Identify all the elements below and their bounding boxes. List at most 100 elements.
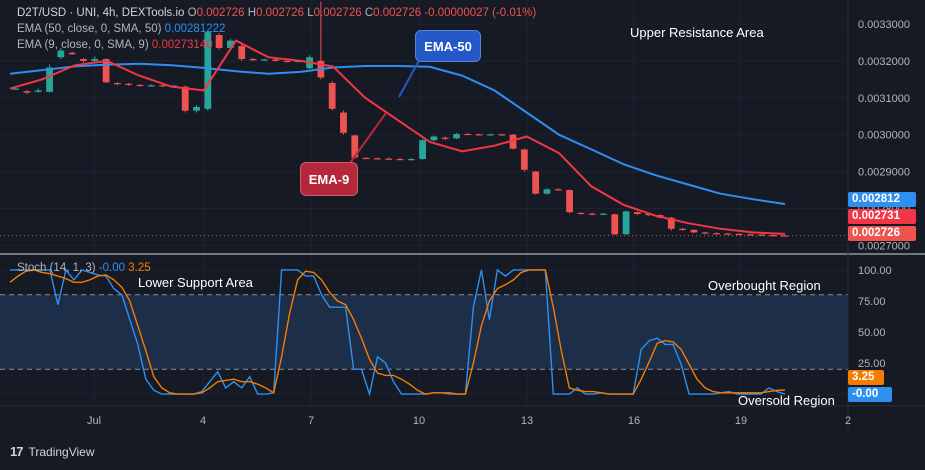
stoch-tick-label: 100.00 bbox=[858, 265, 892, 277]
time-tick-label: 13 bbox=[521, 415, 533, 427]
lower-support-label: Lower Support Area bbox=[138, 275, 253, 290]
price-tick-label: 0.0030000 bbox=[858, 130, 910, 142]
candle-body bbox=[724, 233, 732, 235]
stoch-axis[interactable]: 25.00 50.00 75.00 100.00 bbox=[858, 265, 892, 370]
candle bbox=[362, 157, 370, 160]
oversold-label: Oversold Region bbox=[738, 393, 835, 408]
ema9-value: 0.00273140 bbox=[151, 39, 213, 51]
candle bbox=[554, 188, 562, 191]
candle bbox=[430, 135, 438, 142]
candle-body bbox=[249, 59, 257, 61]
candle-body bbox=[12, 88, 20, 90]
price-tick-label: 0.0031000 bbox=[858, 93, 910, 105]
candle-body bbox=[328, 83, 336, 109]
candle-body bbox=[238, 46, 246, 60]
candle bbox=[690, 229, 698, 234]
price-tick-label: 0.0032000 bbox=[858, 56, 910, 68]
candle-body bbox=[362, 157, 370, 160]
candle bbox=[340, 110, 347, 135]
candle-body bbox=[566, 190, 573, 213]
ema9-label: EMA (9, close, 0, SMA, 9) bbox=[17, 39, 149, 51]
candle bbox=[125, 83, 133, 86]
price-tick-label: 0.0033000 bbox=[858, 19, 910, 31]
symbol-legend: D2T/USD · UNI, 4h, DEXTools.io O0.002726… bbox=[17, 6, 536, 21]
candle bbox=[385, 157, 393, 160]
open-value: 0.002726 bbox=[196, 7, 245, 19]
candle bbox=[487, 133, 494, 136]
callout-pointer-ema50 bbox=[398, 54, 423, 98]
candle-body bbox=[193, 106, 200, 111]
candle-body bbox=[690, 229, 698, 233]
candle bbox=[735, 233, 743, 236]
candle bbox=[475, 133, 483, 136]
stoch-legend[interactable]: Stoch (14, 1, 3) -0.00 3.25 bbox=[17, 261, 151, 276]
candle-body bbox=[260, 59, 268, 61]
candle-body bbox=[204, 32, 212, 109]
overbought-label: Overbought Region bbox=[708, 278, 821, 293]
candle-body bbox=[351, 135, 359, 158]
candle-body bbox=[68, 52, 76, 55]
candle bbox=[543, 188, 551, 195]
candle bbox=[136, 84, 144, 87]
candle-body bbox=[735, 233, 743, 236]
last-price-badge: 0.002726 bbox=[848, 226, 916, 241]
candle-body bbox=[147, 85, 155, 87]
close-label: C bbox=[364, 7, 374, 19]
candle-body bbox=[396, 159, 404, 161]
change-value: -0.00000027 (-0.01%) bbox=[424, 7, 537, 19]
symbol-line[interactable]: D2T/USD · UNI, 4h, DEXTools.io bbox=[17, 7, 185, 19]
candle bbox=[566, 189, 573, 214]
ema50-legend[interactable]: EMA (50, close, 0, SMA, 50) 0.00281222 bbox=[17, 22, 225, 37]
open-label: O bbox=[187, 7, 197, 19]
candle bbox=[396, 157, 404, 161]
candle-body bbox=[419, 140, 426, 160]
candle-body bbox=[679, 228, 686, 230]
candle-body bbox=[181, 86, 189, 111]
candle bbox=[227, 38, 234, 50]
ema50-line bbox=[9, 62, 786, 205]
candle-body bbox=[23, 91, 31, 93]
tradingview-watermark[interactable]: 17 TradingView bbox=[10, 444, 95, 459]
low-label: L bbox=[307, 7, 314, 19]
candle bbox=[80, 57, 87, 63]
candle bbox=[374, 157, 381, 160]
time-axis[interactable]: Jul 4 7 10 13 16 19 2 bbox=[87, 415, 851, 427]
candle-body bbox=[453, 133, 460, 139]
candle bbox=[588, 212, 596, 215]
stoch-d-value: 3.25 bbox=[128, 262, 151, 274]
candle bbox=[679, 228, 686, 231]
ema9-legend[interactable]: EMA (9, close, 0, SMA, 9) 0.00273140 bbox=[17, 38, 213, 53]
candle bbox=[68, 51, 76, 55]
candle bbox=[464, 133, 472, 136]
candle-body bbox=[385, 158, 393, 160]
candle-body bbox=[747, 234, 754, 236]
candle-body bbox=[600, 213, 607, 215]
candle bbox=[532, 170, 540, 195]
time-tick-label: 2 bbox=[845, 415, 851, 427]
candle-body bbox=[136, 84, 144, 87]
candle bbox=[419, 139, 426, 160]
callout-pointer-ema9 bbox=[344, 112, 387, 171]
candle-body bbox=[102, 59, 110, 83]
candle-body bbox=[611, 214, 619, 235]
candle-body bbox=[441, 137, 449, 139]
candle-body bbox=[215, 35, 223, 48]
stoch-tick-label: 25.00 bbox=[858, 358, 886, 370]
ema9-line bbox=[9, 39, 786, 235]
ema50-label: EMA (50, close, 0, SMA, 50) bbox=[17, 23, 162, 35]
candle-body bbox=[227, 40, 234, 48]
candle-body bbox=[340, 112, 347, 133]
candle bbox=[351, 134, 359, 159]
time-tick-label: 7 bbox=[308, 415, 314, 427]
stoch-band bbox=[0, 294, 848, 370]
candle bbox=[520, 148, 528, 172]
candle-body bbox=[701, 232, 709, 234]
ema50-callout: EMA-50 bbox=[415, 30, 481, 62]
stoch-k-line bbox=[10, 268, 786, 397]
candle bbox=[724, 232, 732, 235]
candle-body bbox=[554, 189, 562, 191]
candle-body bbox=[91, 59, 99, 61]
stoch-label: Stoch (14, 1, 3) bbox=[17, 262, 96, 274]
candle bbox=[509, 133, 517, 150]
